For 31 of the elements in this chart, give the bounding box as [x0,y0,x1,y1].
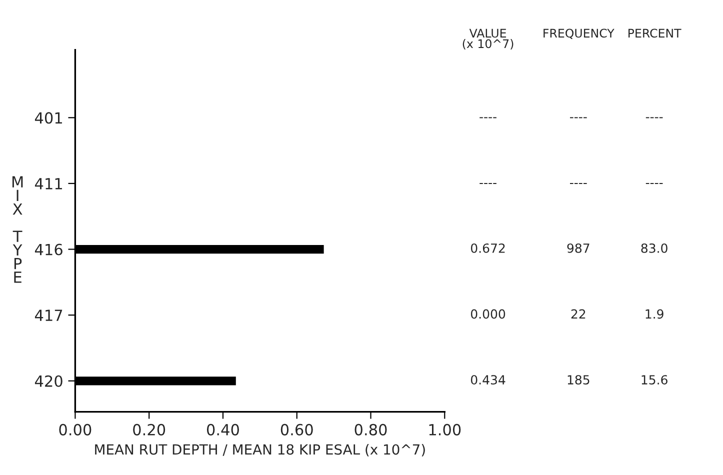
text: ---- [570,182,587,184]
text: PERCENT [628,28,682,38]
y-axis-title: MIX TYPE [12,176,23,283]
y-tick-label: 401 [34,112,62,124]
y-tick-label: 417 [34,310,62,321]
text: 83.0 [641,243,668,253]
text: ---- [480,117,496,118]
x-tick-label: 0.40 [206,424,239,436]
text: 987 [567,243,590,253]
text: 15.6 [642,375,668,385]
text: ---- [570,117,587,118]
y-tick-label: 416 [34,244,62,256]
text: ---- [646,182,663,184]
y-tick-label: 420 [34,375,62,387]
text: VALUE (x 10^7) [462,28,514,50]
x-tick-label: 0.00 [59,424,92,436]
y-tick-label: 411 [34,178,62,190]
data-label: 0.434 [470,375,506,385]
data-label: 0.672 [470,243,505,253]
text: 22 [571,309,586,319]
text: 1.9 [646,309,664,319]
data-label: 0.000 [470,309,506,319]
text: FREQUENCY [544,28,614,39]
text: ---- [480,182,496,184]
x-tick-label: 0.20 [133,424,166,436]
x-tick-label: 0.60 [280,424,313,436]
text: 185 [568,375,590,385]
x-axis-title: MEAN RUT DEPTH / MEAN 18 KIP ESAL (x 10^7) [95,444,425,456]
x-tick-label: 0.80 [354,424,387,436]
x-tick-label: 1.00 [429,424,461,436]
text: ---- [646,117,663,118]
